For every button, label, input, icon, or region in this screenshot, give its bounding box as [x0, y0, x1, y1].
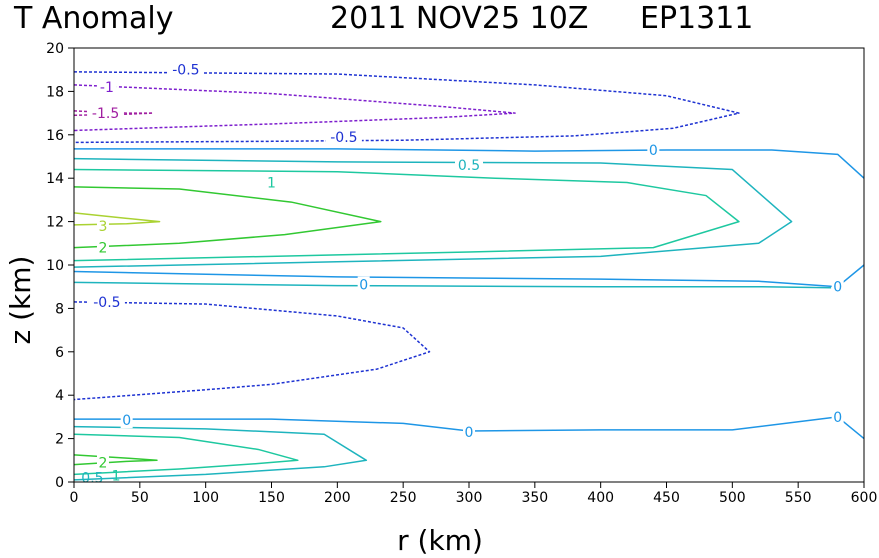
y-tick-label: 18	[46, 84, 64, 100]
x-tick-label: 300	[456, 490, 483, 506]
contour-label: -1.5	[92, 106, 119, 122]
contour-label: 0	[122, 413, 131, 429]
contour-lines-group	[73, 71, 865, 481]
chart-storm-id: EP1311	[640, 1, 753, 36]
contour-label: 1	[112, 468, 121, 484]
y-tick-label: 8	[55, 301, 64, 317]
contour-label: 1	[267, 176, 276, 192]
contour-label: -1	[100, 80, 114, 96]
y-axis-label: z (km)	[4, 256, 37, 345]
contour-label-bg	[831, 278, 844, 295]
contour-label-bg	[325, 128, 362, 145]
contour-label: 0	[833, 280, 842, 296]
contour-label: -0.5	[330, 130, 357, 146]
contour-label-bg	[87, 105, 124, 122]
contour-label-bg	[463, 424, 475, 441]
contour-label-bg	[831, 408, 844, 425]
y-tick-label: 6	[55, 345, 64, 361]
contour-label-bg	[357, 276, 370, 293]
contour-label: 0.5	[81, 471, 103, 487]
x-tick-label: 350	[521, 490, 548, 506]
contour-line	[73, 168, 740, 262]
x-axis-ticks: 0 50 100 150 200 250 300 350 400 450 500 550 600	[70, 482, 878, 506]
x-tick-label: 400	[587, 490, 614, 506]
contour-label: 2	[99, 241, 108, 257]
contour-label-bg	[167, 61, 204, 78]
chart-timestamp: 2011 NOV25 10Z	[330, 1, 588, 36]
x-tick-label: 100	[192, 490, 219, 506]
contour-label: 3	[99, 219, 108, 235]
contour-label: 0	[465, 425, 474, 441]
contour-label-bg	[96, 454, 109, 471]
contour-line	[74, 416, 865, 440]
contour-line	[73, 454, 158, 466]
x-tick-label: 450	[653, 490, 680, 506]
contour-label-bg	[647, 141, 660, 158]
contour-label: -0.5	[93, 295, 120, 311]
contour-label: 0	[833, 410, 842, 426]
contour-label-bg	[88, 293, 125, 310]
contour-label: 2	[99, 455, 108, 471]
contour-line	[74, 148, 865, 179]
contour-label: 0	[359, 278, 368, 294]
y-tick-label: 4	[55, 388, 64, 404]
y-tick-label: 16	[46, 128, 64, 144]
contour-label: 0.5	[458, 158, 480, 174]
y-tick-label: 2	[55, 432, 64, 448]
contour-label-bg	[96, 79, 117, 96]
chart-title: T Anomaly	[13, 1, 173, 36]
x-tick-label: 600	[851, 490, 878, 506]
x-tick-label: 0	[70, 490, 79, 506]
contour-line	[73, 71, 740, 144]
x-tick-label: 150	[258, 490, 285, 506]
x-tick-label: 550	[785, 490, 812, 506]
x-tick-label: 50	[131, 490, 149, 506]
contour-label: 0	[649, 143, 658, 159]
y-tick-label: 20	[46, 41, 64, 57]
x-tick-label: 500	[719, 490, 746, 506]
y-tick-label: 14	[46, 171, 64, 187]
contour-line	[73, 433, 299, 476]
x-tick-label: 200	[324, 490, 351, 506]
x-tick-label: 250	[390, 490, 417, 506]
contour-line	[73, 281, 832, 289]
contour-label-bg	[96, 239, 109, 256]
y-axis-ticks: 0 2 4 6 8 10 12 14 16 18 20	[46, 41, 74, 491]
y-tick-label: 10	[46, 258, 64, 274]
contour-line	[73, 301, 431, 401]
contour-label-bg	[120, 412, 133, 429]
contour-label-bg	[96, 217, 109, 234]
contour-line	[73, 186, 382, 249]
y-tick-label: 0	[55, 475, 64, 491]
contour-label-bg	[265, 174, 278, 191]
contour-label: -0.5	[172, 63, 199, 79]
contour-label-bg	[455, 157, 483, 174]
contour-line	[73, 157, 793, 268]
contour-line	[73, 425, 368, 481]
y-tick-label: 12	[46, 215, 64, 231]
contour-line	[73, 212, 161, 226]
x-axis-label: r (km)	[397, 524, 483, 557]
contour-line	[73, 84, 516, 132]
